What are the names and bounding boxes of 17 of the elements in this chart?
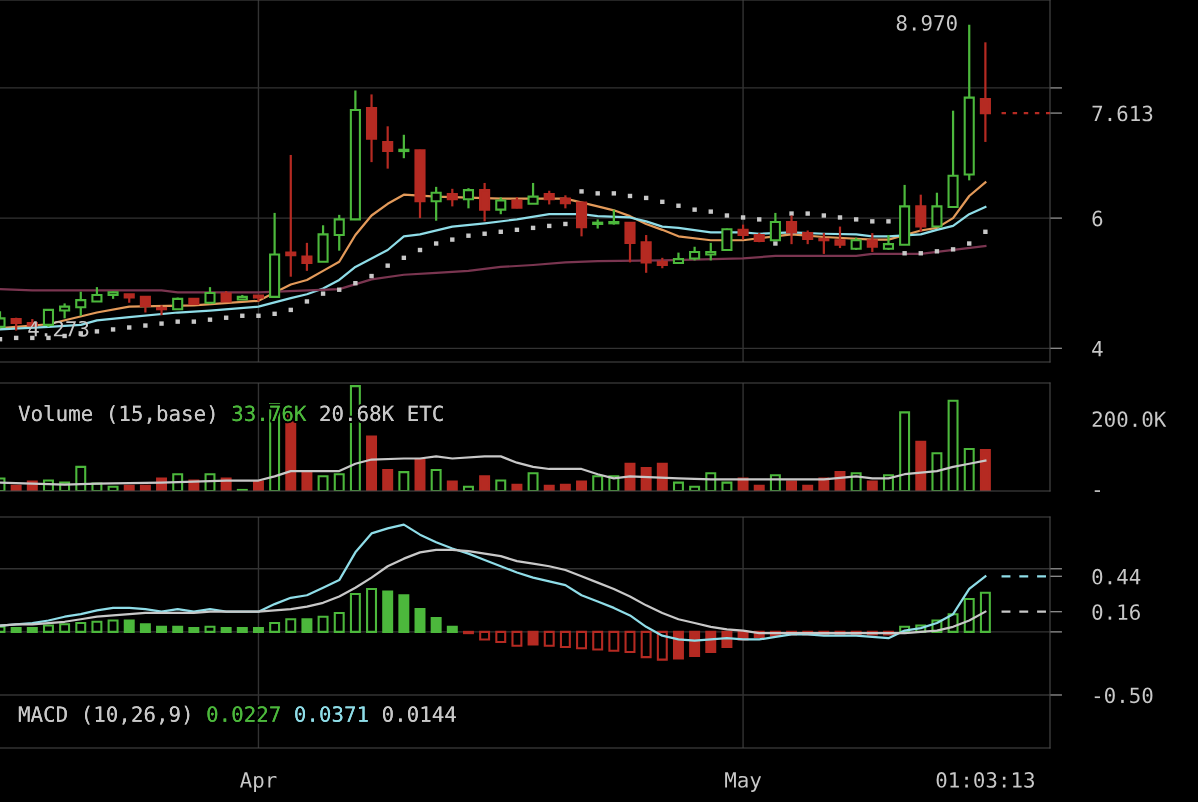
y-tick-label: 0.44 [1092,568,1141,585]
y-tick-label: 4 [1092,341,1103,357]
x-tick-label: May [725,772,762,792]
text: Volume (15,base) [18,405,215,424]
annotation: 0.0371 [295,706,368,722]
y-tick-label: -0.50 [1094,687,1153,704]
y-tick-label: 7.613 [1092,105,1153,122]
text: 200.0K [1092,411,1167,428]
annotation: 8.970 [896,15,957,31]
y-tick-label: 6 [1092,210,1103,227]
y-tick-label: 0.16 [1092,604,1140,620]
annotation: 0.0144 [382,706,456,722]
x-tick-label: Apr [240,772,277,792]
annotation: 0.0227 [207,706,280,722]
x-tick-label: 01:03:13 [936,772,1034,788]
text: - [1094,490,1101,492]
text: MACD (10,26,9) [18,705,190,725]
